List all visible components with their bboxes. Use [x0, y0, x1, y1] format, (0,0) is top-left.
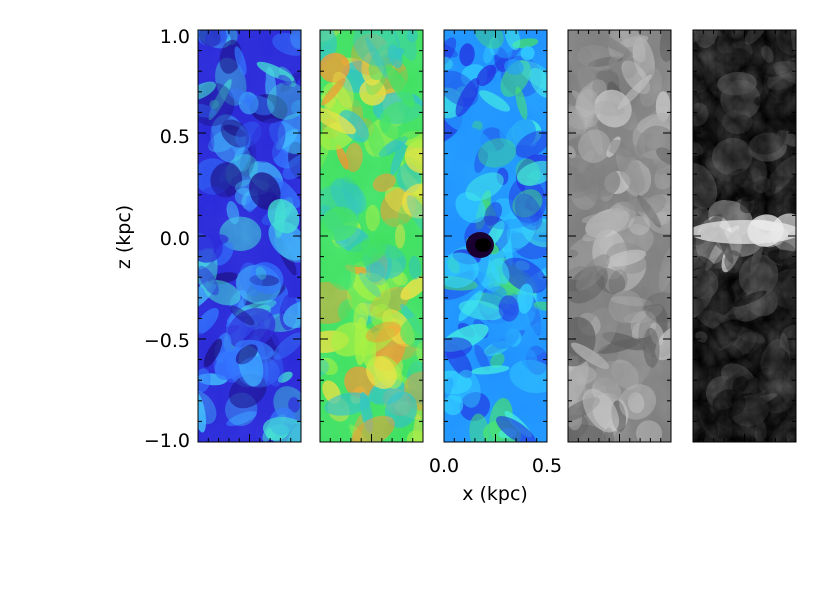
panel-4 [568, 30, 671, 442]
panel-3 [444, 30, 547, 442]
y-tick-label: 0.5 [160, 126, 190, 148]
y-tick-label: −1.0 [144, 430, 190, 452]
bright-midplane [693, 220, 796, 244]
y-tick-labels: 1.0 0.5 0.0 −0.5 −1.0 [144, 26, 190, 452]
y-tick-label: 0.0 [160, 228, 190, 250]
panel-1 [198, 30, 301, 442]
x-tick-label: 0.5 [532, 455, 562, 477]
x-axis-title: x (kpc) [462, 483, 528, 505]
x-tick-label: 0.0 [429, 455, 459, 477]
y-axis-title: z (kpc) [113, 205, 135, 269]
panel-2 [320, 30, 423, 442]
y-tick-label: −0.5 [144, 330, 190, 352]
y-tick-label: 1.0 [160, 26, 190, 48]
panel-5 [693, 30, 796, 442]
panel-frames [197, 29, 797, 443]
